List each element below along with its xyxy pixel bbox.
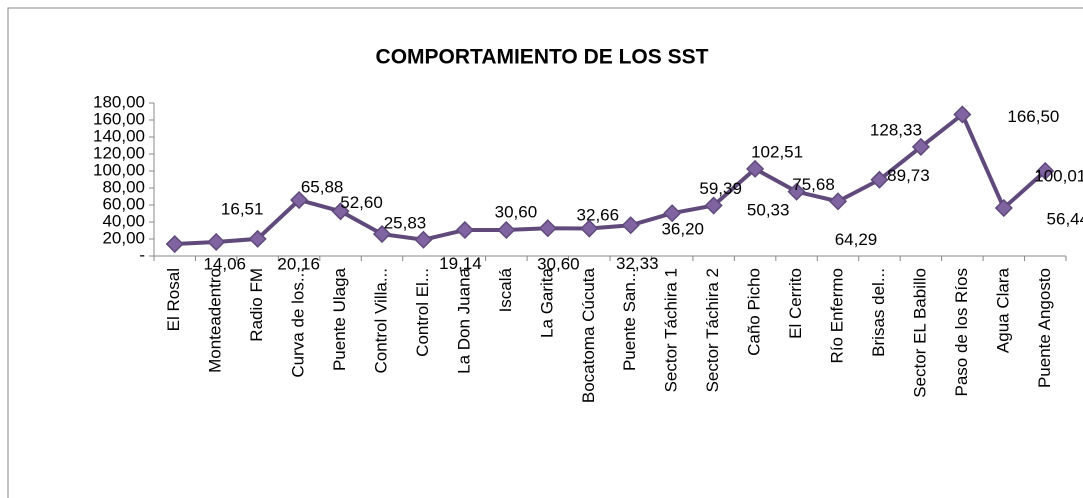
y-tick-label: 40,00 [102, 211, 145, 230]
y-tick-label: 160,00 [93, 109, 145, 128]
point-marker [207, 232, 226, 252]
point-marker [663, 204, 682, 223]
point-marker [248, 229, 267, 248]
point-marker [787, 182, 806, 201]
y-tick-label: 100,00 [93, 160, 145, 179]
point-marker [414, 230, 433, 249]
x-tick-label: Puente Angosto [1035, 268, 1054, 388]
point-marker [953, 105, 972, 124]
x-tick-label: Brisas del... [869, 268, 888, 357]
point-marker [165, 234, 184, 254]
data-label: 19,14 [439, 254, 482, 273]
point-marker [290, 190, 309, 210]
chart-title: COMPORTAMIENTO DE LOS SST [376, 46, 709, 69]
data-label: 166,50 [1007, 107, 1059, 126]
data-label: 65,88 [301, 177, 344, 196]
point-marker [331, 202, 350, 221]
data-label: 25,83 [384, 214, 427, 233]
x-tick-label: Puente San... [620, 268, 639, 371]
y-tick-label: 20,00 [102, 228, 145, 247]
x-tick-label: La Don Juana [454, 267, 473, 373]
x-tick-label: El Rosal [164, 268, 183, 331]
x-tick-label: Río Enfermo [827, 268, 846, 363]
point-marker [621, 216, 640, 235]
point-marker [372, 224, 392, 244]
data-label: 64,29 [835, 230, 878, 249]
data-label: 59,39 [699, 179, 742, 198]
point-marker [455, 220, 474, 240]
x-tick-label: Caño Picho [745, 268, 764, 356]
x-tick-label: Control Villa... [371, 268, 390, 374]
point-marker [828, 192, 848, 211]
data-label: 20,16 [277, 254, 320, 273]
y-tick-label: 120,00 [93, 143, 145, 162]
y-tick-label: 180,00 [93, 92, 145, 111]
data-label: 89,73 [887, 166, 930, 185]
data-label: 14,06 [203, 255, 246, 274]
x-tick-label: Agua Clara [993, 267, 1012, 353]
x-tick-label: Sector Táchira 2 [703, 268, 722, 392]
data-label: 36,20 [661, 220, 704, 239]
data-label: 75,68 [792, 175, 835, 194]
x-tick-label: Sector EL Babillo [910, 268, 929, 398]
point-marker [746, 159, 765, 178]
point-marker [704, 196, 723, 215]
y-tick-label: - [139, 245, 145, 264]
data-label: 30,60 [495, 202, 538, 221]
point-marker [497, 220, 516, 240]
point-marker [580, 219, 599, 238]
y-tick-label: 60,00 [102, 194, 145, 213]
x-tick-label: Paso de los Ríos [952, 268, 971, 397]
x-tick-label: Monteadentro [206, 268, 225, 373]
x-tick-label: Iscalá [496, 267, 515, 312]
x-tick-label: Sector Táchira 1 [662, 268, 681, 392]
data-label: 50,33 [747, 201, 790, 220]
point-marker [994, 198, 1013, 218]
data-label: 16,51 [221, 199, 264, 218]
series-line [174, 111, 1047, 247]
data-label: 32,33 [616, 254, 659, 273]
point-marker [911, 137, 930, 156]
x-tick-label: Bocatoma Cúcuta [579, 267, 598, 403]
x-tick-label: La Garita [537, 267, 556, 337]
x-tick-label: Puente Ulaga [330, 267, 349, 371]
data-label: 102,51 [751, 142, 803, 161]
data-label: 30,60 [537, 254, 580, 273]
point-marker [870, 170, 889, 189]
x-tick-label: Radio FM [247, 268, 266, 342]
chart-border [7, 7, 1083, 498]
data-label: 100,01 [1034, 166, 1083, 185]
data-label: 56,44 [1047, 210, 1083, 229]
data-label: 128,33 [870, 120, 922, 139]
x-tick-label: Control El... [413, 268, 432, 357]
x-tick-label: Curva de los... [289, 268, 308, 378]
data-label: 52,60 [340, 193, 383, 212]
point-marker [1036, 161, 1055, 181]
x-tick-label: El Cerrito [786, 268, 805, 339]
data-label: 32,66 [577, 206, 620, 225]
point-marker [538, 219, 557, 238]
y-tick-label: 80,00 [102, 177, 145, 196]
y-tick-label: 140,00 [93, 126, 145, 145]
